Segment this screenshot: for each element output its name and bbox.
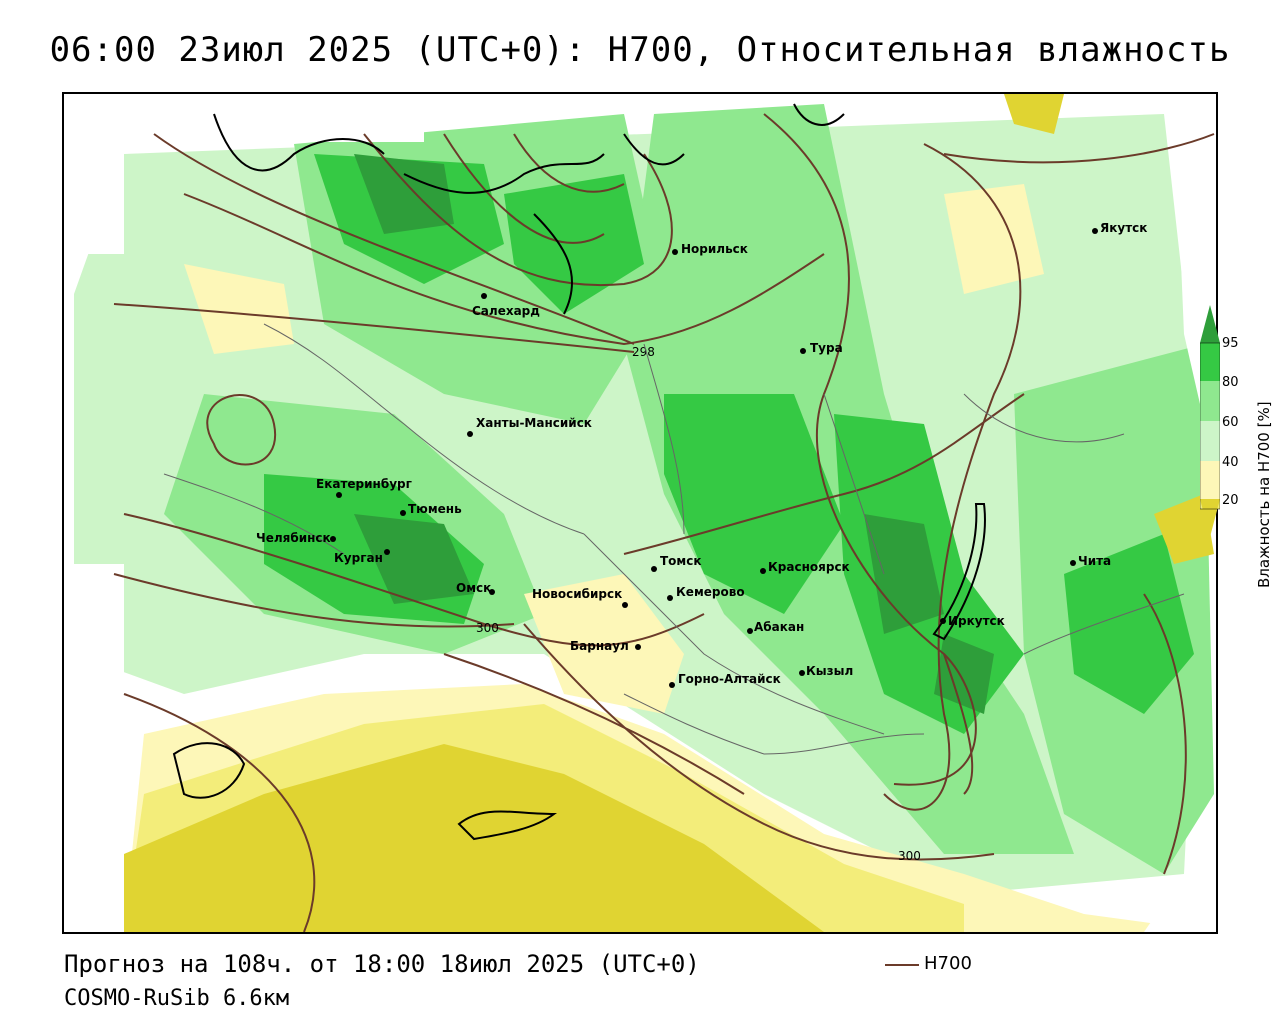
city-dot-barnaul (635, 644, 641, 650)
colorbar-tick-95: 95 (1222, 336, 1239, 351)
city-label-salekhard: Салехард (472, 304, 540, 318)
city-dot-novosibirsk (622, 602, 628, 608)
city-dot-kemerovo (667, 595, 673, 601)
city-label-yekaterinburg: Екатеринбург (316, 477, 412, 491)
h700-contours (113, 113, 1215, 932)
city-dot-tura (800, 348, 806, 354)
city-dot-yekaterinburg (336, 492, 342, 498)
city-dot-omsk (489, 589, 495, 595)
city-label-chelyabinsk: Челябинск (256, 531, 331, 545)
city-label-kyzyl: Кызыл (806, 664, 854, 678)
city-label-gorno-altaysk: Горно-Алтайск (678, 672, 781, 686)
map-canvas: 298 300 300 (64, 94, 1216, 932)
contour-label-298: 298 (632, 345, 655, 359)
city-dot-tomsk (651, 566, 657, 572)
forecast-info: Прогноз на 108ч. от 18:00 18июл 2025 (UT… (64, 950, 700, 978)
city-dot-krasnoyarsk (760, 568, 766, 574)
city-dot-irkutsk (940, 618, 946, 624)
city-dot-gorno-altaysk (669, 682, 675, 688)
city-dot-norilsk (672, 249, 678, 255)
region-borders (163, 323, 1185, 755)
city-dot-yakutsk (1092, 228, 1098, 234)
city-dot-salekhard (481, 293, 487, 299)
city-label-krasnoyarsk: Красноярск (768, 560, 850, 574)
city-dot-tyumen (400, 510, 406, 516)
h700-legend-label: H700 (924, 953, 972, 974)
humidity-map: 298 300 300 Салехард Норильск (62, 92, 1218, 934)
city-label-abakan: Абакан (754, 620, 805, 634)
city-label-barnaul: Барнаул (570, 639, 629, 653)
map-title: 06:00 23июл 2025 (UTC+0): H700, Относите… (49, 30, 1231, 70)
city-label-novosibirsk: Новосибирск (532, 587, 623, 601)
colorbar-tick-80: 80 (1222, 375, 1239, 390)
city-label-khanty-mansiysk: Ханты-Мансийск (476, 416, 592, 430)
city-label-irkutsk: Иркутск (948, 614, 1005, 628)
city-label-yakutsk: Якутск (1100, 221, 1148, 235)
city-label-kemerovo: Кемерово (676, 585, 745, 599)
city-dot-chita (1070, 560, 1076, 566)
colorbar-title: Влажность на H700 [%] (1255, 401, 1273, 588)
colorbar-tick-40: 40 (1222, 455, 1239, 470)
contour-label-300-east: 300 (898, 849, 921, 863)
city-dot-abakan (747, 628, 753, 634)
city-label-norilsk: Норильск (681, 242, 748, 256)
h700-legend-line (885, 964, 919, 966)
humidity-colorbar (1200, 305, 1220, 537)
colorbar-tick-20: 20 (1222, 493, 1239, 508)
city-label-kurgan: Курган (334, 551, 383, 565)
city-label-tomsk: Томск (660, 554, 702, 568)
city-label-tyumen: Тюмень (408, 502, 462, 516)
city-label-omsk: Омск (456, 581, 492, 595)
city-label-chita: Чита (1078, 554, 1112, 568)
city-dot-kurgan (384, 549, 390, 555)
city-label-tura: Тура (810, 341, 843, 355)
city-dot-khanty-mansiysk (467, 431, 473, 437)
city-dot-chelyabinsk (330, 536, 336, 542)
city-dot-kyzyl (799, 670, 805, 676)
contour-label-300-west: 300 (476, 621, 499, 635)
coastlines (172, 103, 986, 841)
colorbar-tick-60: 60 (1222, 415, 1239, 430)
model-name: COSMO-RuSib 6.6км (64, 986, 290, 1011)
